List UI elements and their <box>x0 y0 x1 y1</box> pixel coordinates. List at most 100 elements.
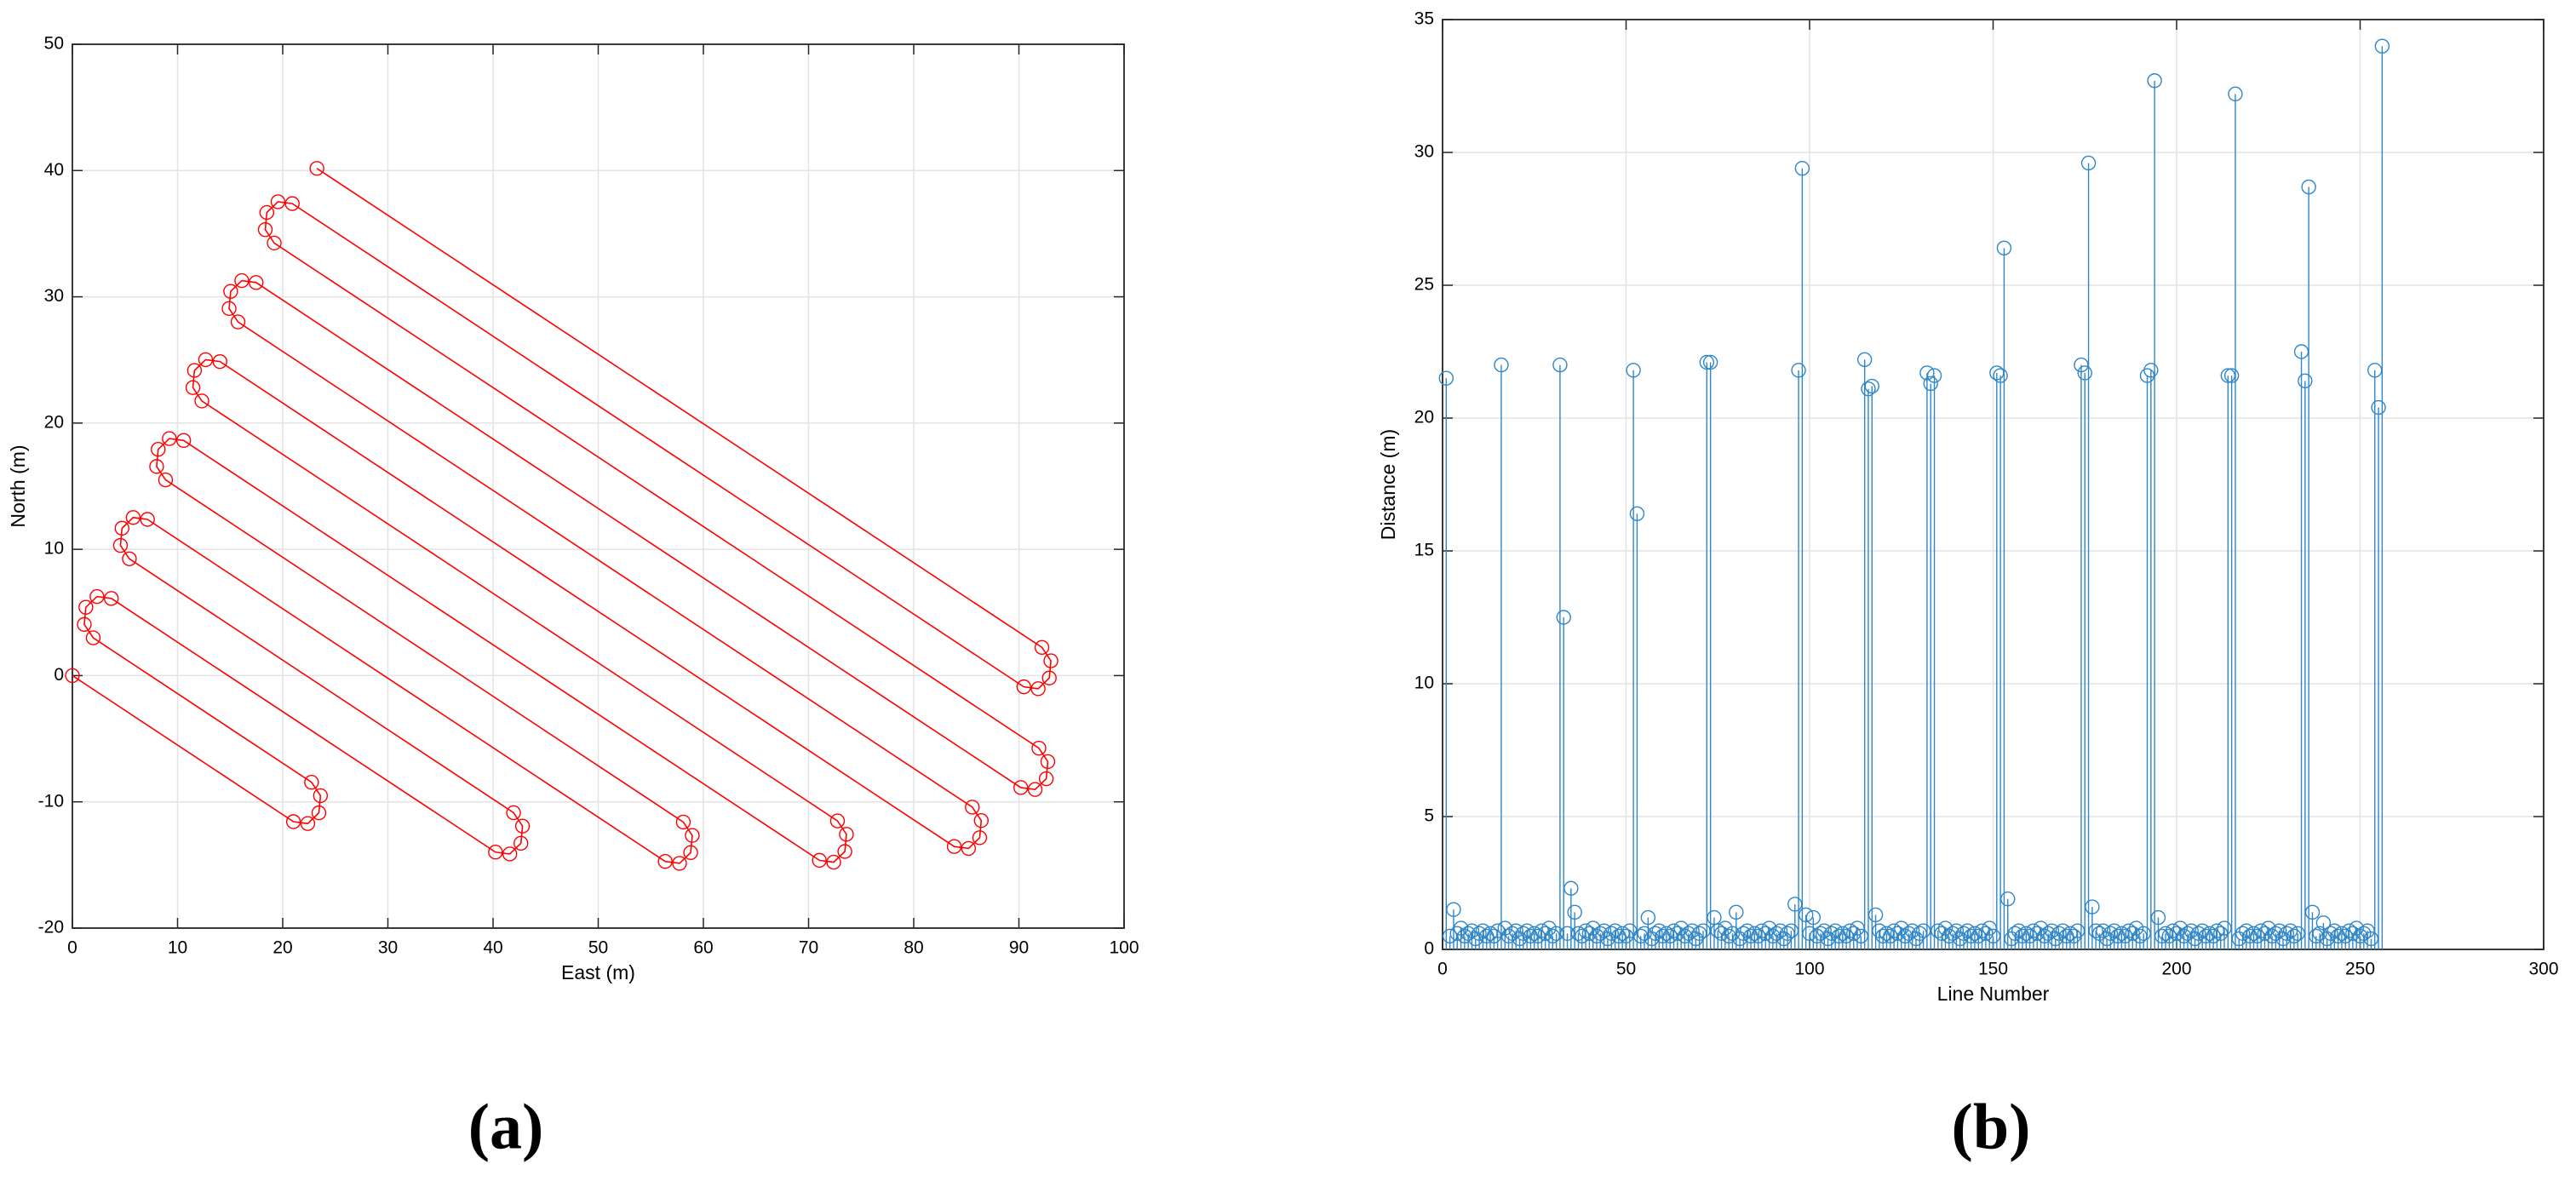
stem-marker <box>2349 920 2364 936</box>
stem-marker <box>1769 926 1784 941</box>
stem-marker <box>1724 926 1741 941</box>
stem-marker <box>1681 926 1696 941</box>
point-marker <box>284 196 300 211</box>
point-marker <box>826 854 841 870</box>
point-marker <box>234 272 250 289</box>
point-marker <box>839 827 854 842</box>
y-axis-label: Distance (m) <box>1377 429 1399 540</box>
x-tick-label: 60 <box>693 938 713 958</box>
stem-marker <box>1648 926 1663 941</box>
point-marker <box>514 818 531 834</box>
point-marker <box>513 835 529 851</box>
point-marker <box>973 812 989 828</box>
point-marker <box>657 854 673 869</box>
stem-marker <box>2091 926 2108 941</box>
x-tick-label: 200 <box>2161 960 2191 979</box>
x-axis-label: East (m) <box>561 961 635 983</box>
point-marker <box>1027 782 1043 797</box>
stem-marker <box>1604 926 1619 941</box>
stem-marker <box>1772 923 1788 938</box>
point-marker <box>1041 670 1057 685</box>
stem-marker <box>1592 926 1609 941</box>
y-tick-label: 0 <box>54 665 64 685</box>
point-marker <box>221 301 237 317</box>
stem-marker <box>1904 923 1920 938</box>
point-marker <box>506 805 521 821</box>
stem-marker <box>2191 926 2206 941</box>
stem-marker <box>2029 926 2045 941</box>
stem-marker <box>1567 904 1582 920</box>
point-marker <box>311 805 327 821</box>
stem-marker <box>2125 926 2140 941</box>
point-marker <box>223 284 238 299</box>
point-marker <box>1043 653 1059 668</box>
stem-marker <box>2085 899 2100 914</box>
stem-marker <box>1637 926 1652 941</box>
stem-marker <box>1923 376 1938 392</box>
y-tick-label: 15 <box>1414 541 1434 560</box>
stem-marker <box>1460 926 1476 941</box>
point-marker <box>158 472 174 488</box>
point-marker <box>194 393 209 409</box>
stem-marker <box>2000 891 2016 907</box>
stem-marker <box>2080 155 2097 171</box>
point-marker <box>89 588 105 605</box>
stem-marker <box>1464 923 1480 938</box>
stem-marker <box>1736 926 1752 941</box>
y-tick-label: 5 <box>1424 806 1434 826</box>
stem-marker <box>2356 926 2372 941</box>
x-tick-label: 40 <box>483 938 502 958</box>
point-marker <box>972 830 988 846</box>
x-tick-label: 250 <box>2345 960 2375 979</box>
x-tick-label: 80 <box>904 938 923 958</box>
stem-marker <box>1596 923 1612 938</box>
stem-marker <box>1640 909 1656 926</box>
stem-marker <box>2044 923 2060 938</box>
stem-marker <box>2147 73 2162 89</box>
point-marker <box>198 352 214 368</box>
stem-marker <box>1867 907 1884 923</box>
stem-marker <box>1446 902 1461 917</box>
point-marker <box>230 314 246 330</box>
point-marker <box>112 537 129 553</box>
point-marker <box>683 845 698 861</box>
point-marker <box>1038 771 1054 787</box>
stem-marker <box>1993 368 2008 383</box>
stem-marker <box>2172 920 2189 936</box>
stem-marker <box>1702 354 1718 370</box>
stem-marker <box>2077 365 2092 381</box>
y-tick-label: 0 <box>1424 939 1434 959</box>
stem-marker <box>2261 920 2276 936</box>
x-tick-label: 30 <box>378 938 398 958</box>
stem-marker <box>2128 920 2144 936</box>
stem-marker <box>2228 86 2243 102</box>
point-marker <box>122 551 137 566</box>
stem-marker <box>1791 363 1806 378</box>
stem-marker <box>2051 926 2067 941</box>
stem-marker <box>2223 368 2240 383</box>
point-marker <box>672 856 687 871</box>
stem-marker <box>1508 923 1523 938</box>
stem-marker <box>1629 506 1645 522</box>
stem-marker <box>1758 926 1773 941</box>
x-tick-label: 50 <box>1616 960 1636 979</box>
stem-marker <box>1438 370 1454 386</box>
stem-marker <box>1996 240 2012 256</box>
stem-marker <box>2282 923 2298 938</box>
stem-marker <box>1707 909 1722 926</box>
stem-marker <box>2257 926 2273 941</box>
point-marker <box>812 852 827 869</box>
point-marker <box>1030 681 1046 697</box>
x-tick-label: 50 <box>588 938 608 958</box>
point-marker <box>185 380 201 395</box>
stem-marker <box>1956 926 1971 941</box>
point-marker <box>186 363 203 378</box>
stem-marker <box>1864 378 1879 394</box>
stem-marker <box>1494 357 1509 373</box>
x-tick-label: 20 <box>273 938 292 958</box>
y-tick-label: 35 <box>1414 9 1434 29</box>
x-tick-label: 0 <box>67 938 77 958</box>
stem-marker <box>1798 907 1814 923</box>
stem-marker <box>1813 926 1828 941</box>
x-tick-label: 10 <box>168 938 187 958</box>
